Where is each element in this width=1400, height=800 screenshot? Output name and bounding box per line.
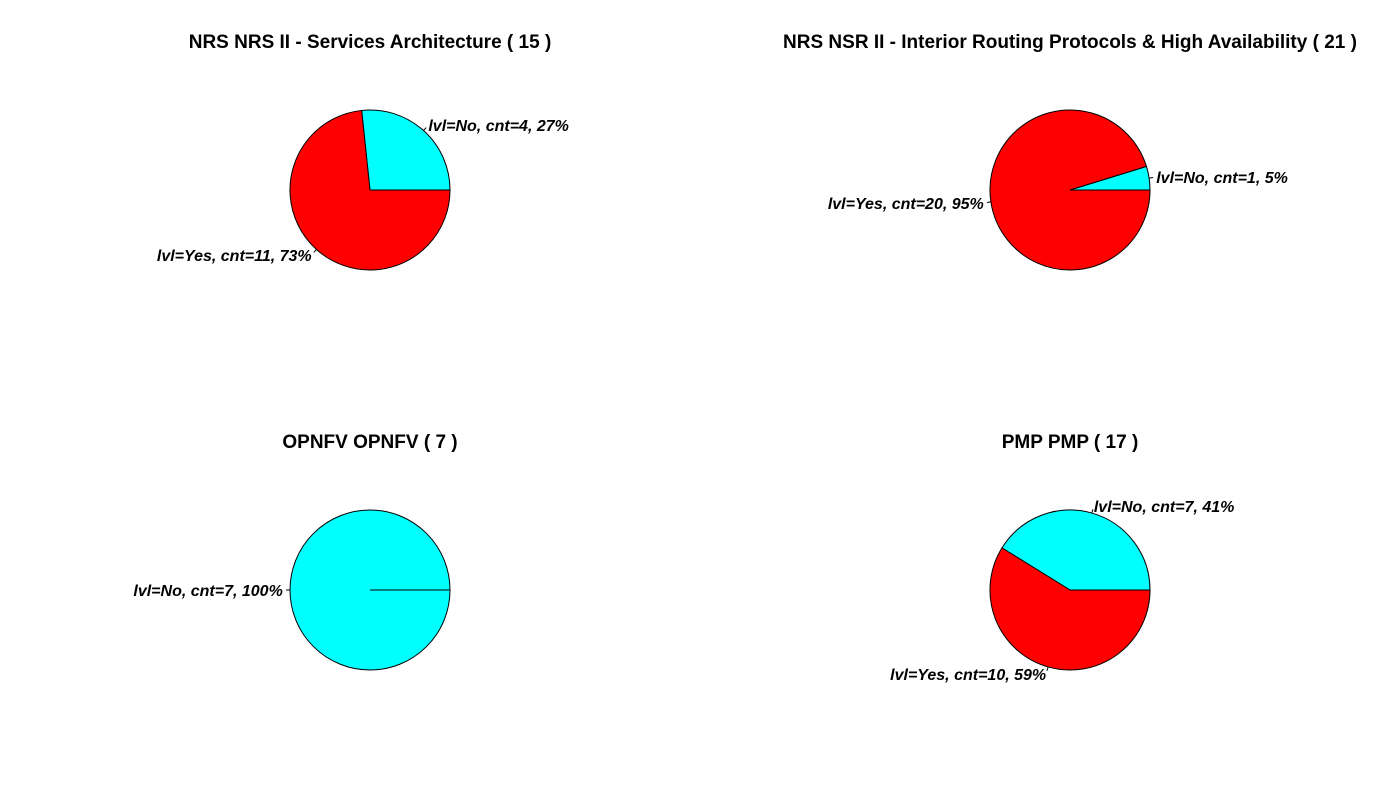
label-leader [1091, 509, 1094, 514]
slice-label: lvl=No, cnt=7, 100% [133, 583, 282, 600]
pie-panel-4: PMP PMP ( 17 ) lvl=No, cnt=7, 41% lvl=Yes,… [890, 432, 1234, 684]
pie-slice [989, 109, 1151, 271]
pie-panel-2: NRS NSR II - Interior Routing Protocols … [783, 32, 1357, 271]
slice-label: lvl=No, cnt=1, 5% [1156, 170, 1288, 187]
slice-label: lvl=Yes, cnt=10, 59% [890, 667, 1046, 684]
pie-panel-1: NRS NRS II - Services Architecture ( 15 … [157, 32, 569, 271]
slice-label: lvl=No, cnt=4, 27% [428, 118, 569, 135]
label-leader [986, 201, 991, 204]
label-leader [1149, 176, 1154, 179]
pie-panel-3: OPNFV OPNFV ( 7 ) lvl=No, cnt=7, 100% [133, 432, 458, 671]
chart-title: NRS NRS II - Services Architecture ( 15 … [189, 32, 552, 53]
chart-title: OPNFV OPNFV ( 7 ) [282, 432, 457, 453]
slice-label: lvl=Yes, cnt=11, 73% [157, 248, 312, 265]
label-leader [313, 249, 317, 253]
chart-title: PMP PMP ( 17 ) [1002, 432, 1139, 453]
slice-label: lvl=No, cnt=7, 41% [1094, 499, 1235, 516]
slice-label: lvl=Yes, cnt=20, 95% [828, 196, 984, 213]
label-leader [1046, 666, 1049, 671]
pie-slice [989, 547, 1151, 671]
chart-title: NRS NSR II - Interior Routing Protocols … [783, 32, 1357, 53]
label-leader [423, 127, 427, 131]
pie-slice [289, 109, 451, 271]
